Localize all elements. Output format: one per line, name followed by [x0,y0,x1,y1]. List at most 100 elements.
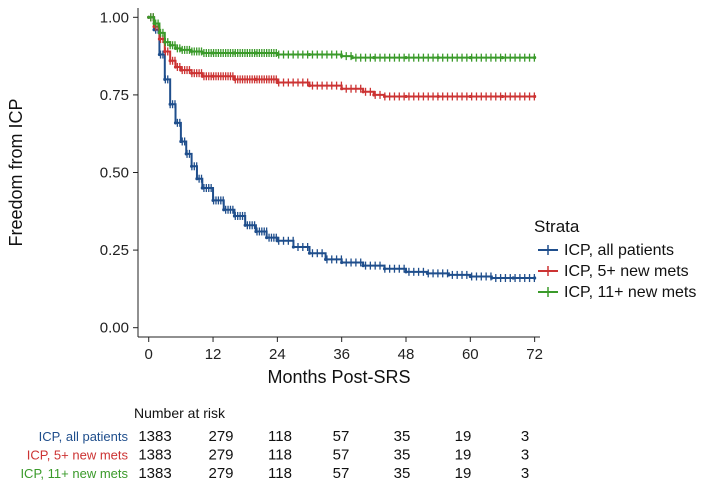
risk-count: 279 [208,447,233,464]
risk-count: 35 [394,428,411,445]
data-point [190,49,194,54]
x-tick-label: 12 [205,346,222,363]
data-point [404,56,408,60]
x-tick-label: 24 [269,346,286,363]
data-point [275,239,279,243]
legend-label: ICP, all patients [564,242,674,259]
data-point [275,80,279,85]
data-point [195,177,199,181]
risk-count: 57 [333,447,350,464]
x-tick-label: 36 [333,346,350,363]
data-point [382,267,387,271]
data-point [179,139,183,144]
legend-title: Strata [534,217,580,236]
data-point [404,94,408,99]
data-point [372,56,376,60]
data-point [232,51,237,55]
data-point [173,46,178,50]
data-point [382,94,387,99]
data-point [447,273,451,277]
y-axis-title: Freedom from ICP [6,98,26,246]
risk-count: 19 [455,428,472,445]
data-point [232,77,237,81]
risk-count: 118 [268,428,292,445]
risk-count: 3 [521,465,529,482]
risk-count: 19 [455,447,472,464]
data-point [436,94,440,99]
data-point [254,77,258,81]
data-point [211,51,215,55]
data-point [254,51,258,55]
data-point [404,270,408,274]
legend-label: ICP, 5+ new mets [564,263,689,280]
data-point [265,236,269,240]
data-point [179,48,183,52]
data-point [340,54,344,58]
risk-count: 35 [394,447,411,464]
data-point [222,208,226,212]
data-point [168,43,172,47]
data-point [179,68,183,72]
data-point [211,198,215,203]
risk-count: 57 [333,428,350,445]
x-tick-label: 60 [462,346,479,363]
data-point [173,121,178,125]
data-point [436,56,440,60]
data-point [533,56,537,60]
data-point [200,74,204,78]
data-point [168,102,172,106]
x-tick-label: 48 [398,346,415,363]
data-point [243,223,247,227]
data-point [190,71,194,75]
risk-count: 3 [521,428,529,445]
risk-count: 35 [394,465,411,482]
data-point [307,251,312,255]
risk-count: 57 [333,465,350,482]
data-point [184,152,188,156]
data-point [307,52,312,57]
x-tick-label: 72 [526,346,543,363]
x-axis-title: Months Post-SRS [267,367,410,387]
data-point [152,28,156,32]
risk-count: 1383 [138,447,171,464]
data-point [500,56,505,60]
data-point [372,93,376,97]
risk-count: 19 [455,465,472,482]
data-point [232,214,237,218]
data-point [340,260,344,265]
y-tick-label: 0.25 [100,242,129,259]
data-point [157,52,162,57]
risk-count: 1383 [138,465,171,482]
data-point [254,229,258,234]
data-point [500,94,505,99]
data-point [324,257,328,262]
risk-count: 3 [521,447,529,464]
y-tick-label: 0.50 [100,165,129,182]
risk-count: 279 [208,465,233,482]
risk-count: 118 [268,447,292,464]
data-point [163,77,167,81]
data-point [468,56,472,60]
data-point [275,52,279,57]
legend-label: ICP, 11+ new mets [564,284,696,301]
data-point [468,94,472,99]
data-point [163,40,167,44]
data-point [361,90,365,94]
data-point [173,65,178,69]
y-tick-label: 1.00 [100,9,129,26]
data-point [511,276,515,280]
data-point [157,37,162,41]
data-point [425,271,430,275]
data-point [350,56,354,60]
risk-table-title: Number at risk [134,405,226,421]
data-point [152,25,156,29]
data-point [291,245,296,249]
data-point [533,276,537,280]
data-point [152,21,156,26]
data-point [163,49,167,54]
y-tick-label: 0.00 [100,320,129,337]
data-point [168,59,172,63]
risk-row-label: ICP, all patients [39,429,129,444]
